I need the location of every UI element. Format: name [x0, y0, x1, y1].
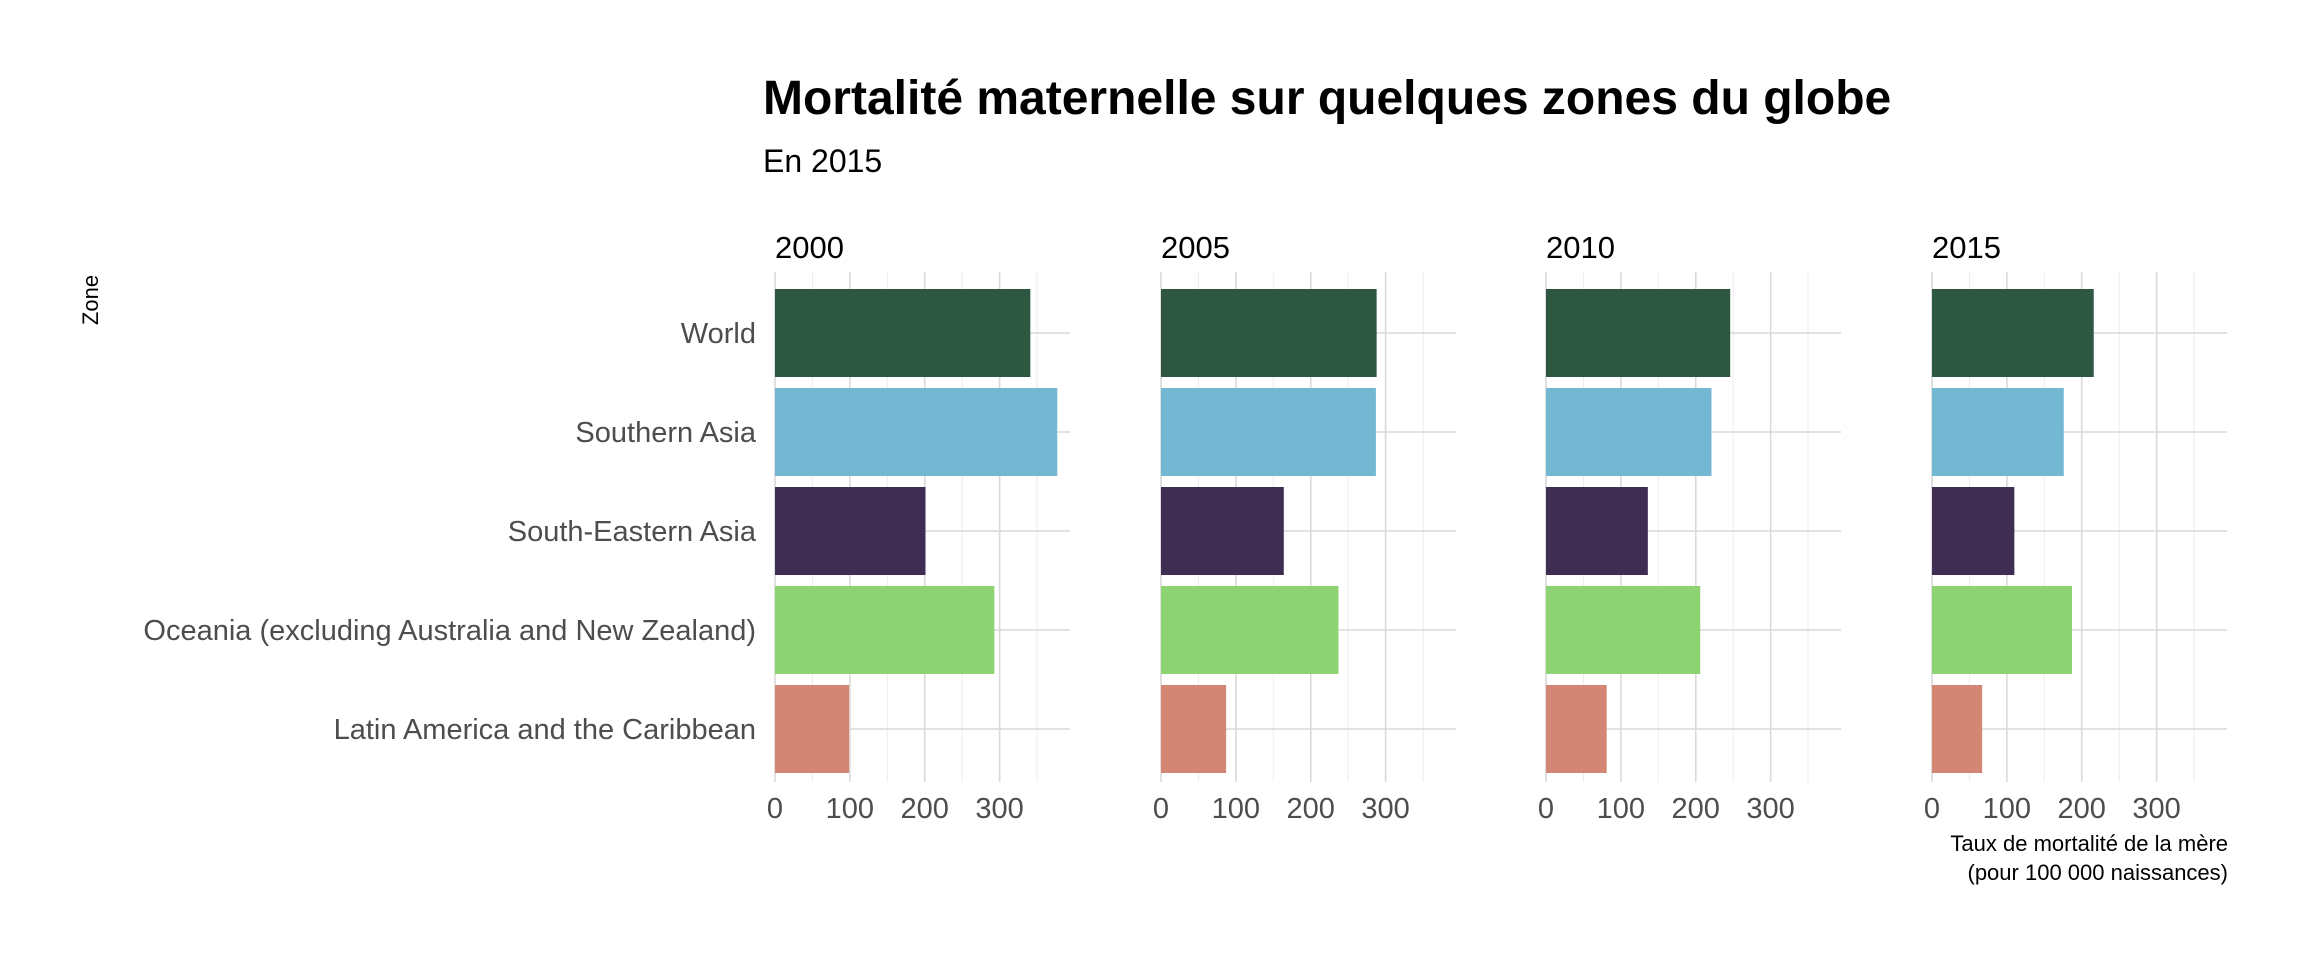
- bar: [1932, 388, 2064, 476]
- panel-2000: 2000 0 100 200 300: [767, 230, 1070, 825]
- x-axis-label-line1: Taux de mortalité de la mère: [1950, 831, 2228, 856]
- x-tick-label: 0: [1153, 793, 1169, 825]
- bar: [1161, 388, 1376, 476]
- panel-strip-label: 2000: [775, 230, 844, 265]
- category-label: World: [681, 318, 756, 350]
- bar: [775, 685, 850, 773]
- bar: [775, 586, 995, 674]
- x-tick-label: 200: [901, 793, 949, 825]
- bar: [1546, 289, 1731, 377]
- bar: [775, 487, 926, 575]
- bar: [1161, 289, 1377, 377]
- category-label: Oceania (excluding Australia and New Zea…: [143, 615, 756, 647]
- bar: [1161, 685, 1227, 773]
- bar: [1932, 289, 2094, 377]
- bar: [1546, 586, 1701, 674]
- bar: [1932, 586, 2073, 674]
- x-tick-label: 300: [1361, 793, 1409, 825]
- x-tick-label: 300: [1746, 793, 1794, 825]
- chart-title: Mortalité maternelle sur quelques zones …: [763, 72, 1891, 125]
- bar: [1932, 685, 1983, 773]
- panel-2010: 2010 0 100 200 300: [1538, 230, 1841, 825]
- panel-2005: 2005 0 100 200 300: [1153, 230, 1456, 825]
- bar: [1161, 487, 1284, 575]
- x-tick-label: 100: [1597, 793, 1645, 825]
- x-tick-label: 200: [1672, 793, 1720, 825]
- x-tick-label: 100: [1212, 793, 1260, 825]
- x-tick-label: 0: [1538, 793, 1554, 825]
- x-tick-label: 200: [1287, 793, 1335, 825]
- panel-2015: 2015 0 100 200 300: [1924, 230, 2227, 825]
- x-axis-label-line2: (pour 100 000 naissances): [1968, 860, 2229, 885]
- bar: [1161, 586, 1339, 674]
- chart-subtitle: En 2015: [763, 143, 882, 179]
- category-label: Southern Asia: [575, 417, 756, 449]
- y-axis-label: Zone: [78, 275, 103, 325]
- x-tick-label: 300: [2132, 793, 2180, 825]
- bar: [775, 388, 1058, 476]
- x-tick-label: 300: [975, 793, 1023, 825]
- bar: [1932, 487, 2015, 575]
- panel-strip-label: 2010: [1546, 230, 1615, 265]
- x-tick-label: 0: [767, 793, 783, 825]
- x-tick-label: 200: [2058, 793, 2106, 825]
- x-tick-label: 100: [1983, 793, 2031, 825]
- category-label: South-Eastern Asia: [508, 516, 757, 548]
- x-tick-label: 100: [826, 793, 874, 825]
- bar: [775, 289, 1031, 377]
- category-labels: World Southern Asia South-Eastern Asia Ocea…: [143, 318, 756, 746]
- bar: [1546, 685, 1607, 773]
- panel-strip-label: 2015: [1932, 230, 2001, 265]
- bar: [1546, 487, 1648, 575]
- x-tick-label: 0: [1924, 793, 1940, 825]
- bar: [1546, 388, 1712, 476]
- panel-strip-label: 2005: [1161, 230, 1230, 265]
- category-label: Latin America and the Caribbean: [334, 714, 756, 746]
